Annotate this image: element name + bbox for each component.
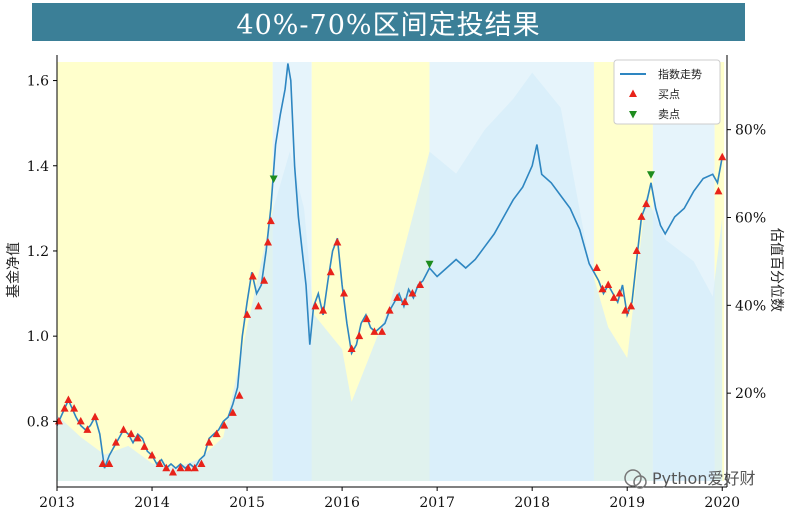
y-left-tick-label: 1.0 [27,329,49,345]
buy-point [70,404,79,412]
y-right-axis-label: 估值百分位数 [768,228,784,312]
buy-point [592,263,601,271]
buy-point [176,463,185,472]
y-left-tick-label: 1.4 [27,159,49,175]
buy-point [133,433,142,442]
buy-point [91,412,100,421]
watermark-text: Python爱好财 [652,469,755,488]
y-left-tick-label: 1.6 [27,74,49,90]
buy-point [408,289,417,297]
buy-point [83,425,92,433]
y-right-tick-label: 40% [735,298,766,314]
axes: 2013 2014 2015 2016 2017 2018 2019 2020 0.8 1.0 1.… [5,55,784,511]
buy-point [205,438,214,446]
legend-marker-swatch [629,89,637,97]
wechat-icon [624,469,642,487]
buy-point [243,310,252,318]
buy-point [385,306,394,314]
buy-point [632,246,641,254]
buy-point [105,459,114,467]
y-right-tick-label: 60% [735,210,766,226]
buy-point [319,306,328,314]
buy-point [621,306,630,314]
legend-box [613,59,721,125]
legend-entry-label: 卖点 [658,108,680,121]
buy-point [248,272,257,280]
buy-point [400,297,409,306]
buy-point [168,467,177,476]
sell-point [425,260,434,269]
buy-point [98,459,107,467]
x-tick-label: 2013 [39,495,75,511]
buy-point [260,276,269,284]
buy-point [190,463,199,472]
legend-entry-label: 指数走势 [658,67,702,81]
buy-point [212,429,221,438]
buy-point [140,442,149,450]
x-tick-label: 2020 [704,495,740,511]
buy-point [76,416,85,425]
buy-point [355,331,364,340]
valuation-fill [57,72,723,481]
trade-markers [54,152,727,476]
buy-point [263,237,272,246]
buy-point [220,421,229,429]
watermark: Python爱好财 [624,469,755,489]
buy-point [714,186,723,195]
buy-point [416,280,425,289]
buy-point [266,216,275,225]
x-tick-label: 2016 [324,495,360,511]
x-tick-label: 2019 [609,495,645,511]
buy-point [362,314,371,323]
y-right-tick-label: 80% [735,123,766,139]
buy-point [340,289,349,297]
buy-point [184,463,193,472]
buy-point [228,408,237,416]
buy-point [393,293,402,301]
buy-point [333,237,342,246]
buy-point [119,425,128,433]
legend-entry-label: 买点 [658,88,680,101]
sell-point [646,171,655,179]
buy-point [197,459,206,467]
legend-marker-swatch [629,111,637,119]
buy-point [637,212,646,220]
buy-point [604,280,613,289]
x-tick-label: 2015 [229,495,265,511]
chart-title: 40%-70%区间定投结果 [32,3,745,41]
x-tick-label: 2018 [514,495,550,511]
wechat-icon-small [633,475,647,489]
buy-point [254,301,263,310]
y-right-tick-label: 20% [735,386,766,402]
y-left-tick-label: 0.8 [27,414,49,430]
buy-point [64,395,73,404]
y-left-tick-label: 1.2 [27,244,49,260]
x-tick-label: 2014 [134,495,170,511]
buy-point [642,199,651,208]
buy-point [627,301,636,310]
buy-point [162,463,171,472]
sell-point [269,175,278,184]
x-tick-label: 2017 [419,495,455,511]
buy-point [378,327,387,335]
buy-point [598,284,607,293]
y-left-axis-label: 基金净值 [5,242,22,298]
buy-point [615,289,624,297]
buy-point [111,438,120,446]
buy-point [155,459,164,467]
buy-point [347,344,356,352]
buy-point [609,293,618,301]
valuation-area [57,72,723,481]
buy-point [235,391,244,399]
buy-point [60,404,69,412]
buy-point [326,267,335,276]
buy-point [370,327,379,335]
buy-point [148,450,157,459]
buy-point [127,429,136,438]
buy-point [718,152,727,161]
buy-point [311,301,320,310]
